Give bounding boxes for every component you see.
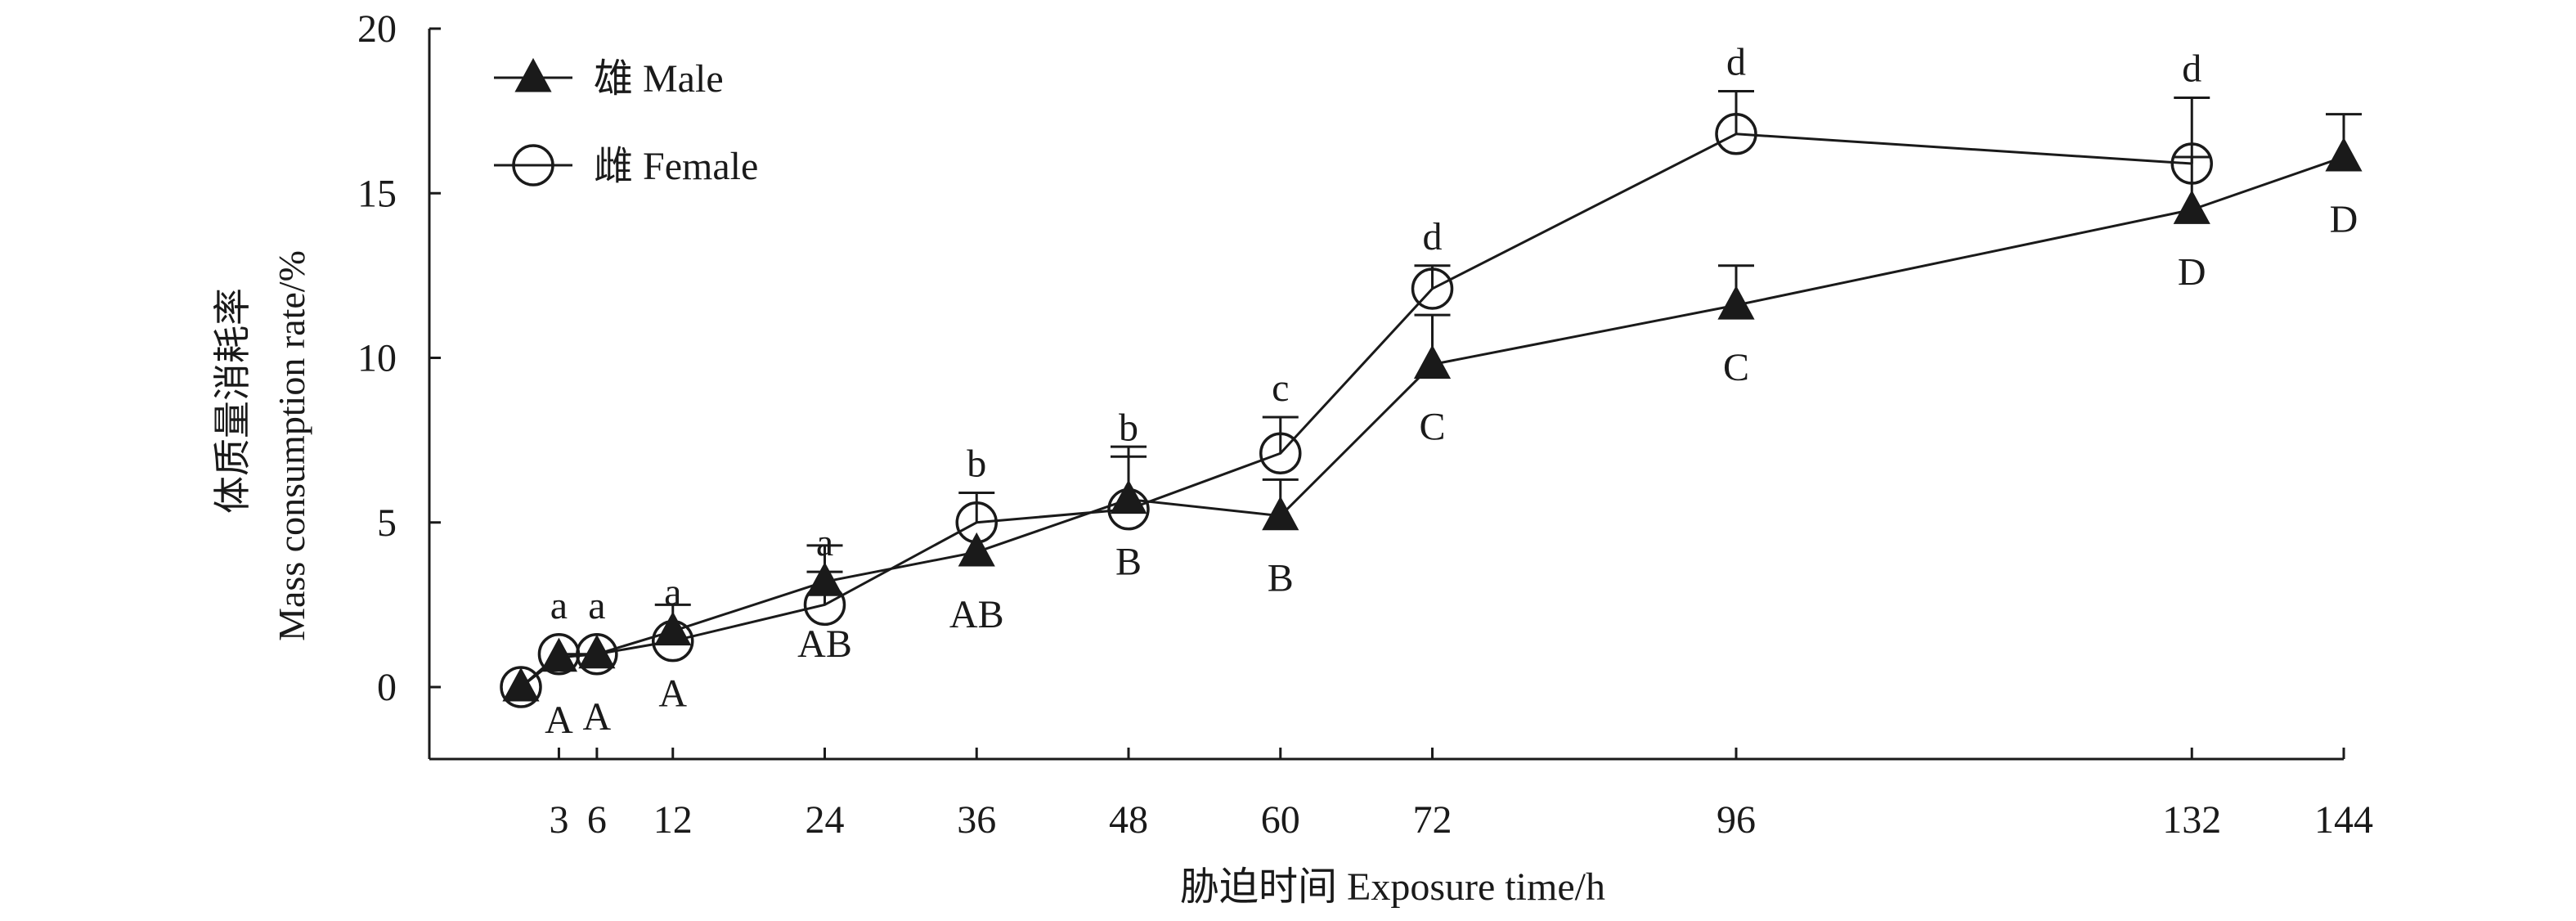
x-tick-label: 132 [2162,798,2221,842]
male-significance-label: A [545,699,573,742]
female-significance-label: d [1726,40,1746,83]
female-significance-label: a [550,584,568,627]
female-significance-label: d [1423,215,1443,258]
male-point-marker [540,637,578,672]
male-significance-label: B [1268,557,1294,600]
x-tick-label: 72 [1413,798,1452,842]
axes: 0 5 10 15 20 3 6 12 24 36 48 60 72 96 132 144 [357,7,2373,842]
female-significance-label: a [816,521,833,564]
y-tick-label: 10 [357,337,397,380]
male-point-marker [2173,190,2210,224]
x-tick-label: 60 [1261,798,1300,842]
male-point-marker [2325,137,2363,172]
x-axis-title: 胁迫时间 Exposure time/h [1180,865,1605,909]
male-point-marker [1717,285,1755,320]
series-male [520,113,2362,689]
male-significance-label: D [2178,250,2206,294]
female-significance-label: a [664,571,681,614]
male-significance-label: A [583,695,612,739]
y-axis-title-en: Mass consumption rate/% [271,250,312,641]
female-significance-label: b [967,443,986,486]
legend-label: 雄 Male [594,57,724,101]
y-axis-title-cn: 体质量消耗率 [212,288,254,514]
male-point-marker [806,562,844,596]
x-tick-label: 3 [549,798,568,842]
male-point-marker [1413,344,1452,380]
female-significance-label: d [2182,47,2201,91]
x-tick-label: 12 [653,798,693,842]
male-significance-label: C [1419,406,1445,449]
male-point-marker [502,667,540,702]
female-significance-label: a [588,584,605,627]
male-significance-label: AB [949,593,1004,636]
male-point-marker [1262,496,1299,531]
female-line [520,133,2192,689]
male-point-marker [654,611,692,646]
legend-item-male: 雄 Male [494,57,724,101]
y-tick-label: 20 [357,7,397,51]
x-tick-label: 6 [587,798,607,842]
female-significance-label: c [1272,366,1289,410]
male-significance-label: B [1115,541,1142,584]
female-point-marker [2170,142,2213,185]
x-tick-label: 96 [1717,798,1756,842]
y-tick-label: 0 [377,666,397,709]
male-significance-label: AB [797,622,852,666]
x-tick-label: 144 [2314,798,2373,842]
x-tick-label: 36 [957,798,996,842]
legend-marker-circle [512,144,554,186]
male-significance-label: C [1723,346,1749,389]
x-tick-label: 24 [806,798,845,842]
legend-marker-triangle [514,57,552,92]
y-tick-label: 5 [377,501,397,545]
male-point-marker [578,634,616,669]
x-tick-label: 48 [1109,798,1148,842]
female-point-marker [1715,113,1757,155]
male-significance-label: A [658,672,687,716]
y-tick-label: 15 [357,172,397,215]
axis-labels: 胁迫时间 Exposure time/h 体质量消耗率 Mass consump… [212,250,1605,909]
legend: 雄 Male 雌 Female [494,57,758,188]
male-point-marker [958,532,995,567]
male-significance-label: D [2330,198,2358,241]
female-significance-label: b [1119,406,1138,449]
male-point-marker [1110,479,1147,514]
female-point-marker [1259,432,1302,474]
legend-item-female: 雌 Female [494,144,758,188]
female-point-marker [1411,267,1454,310]
legend-label: 雌 Female [594,145,758,188]
